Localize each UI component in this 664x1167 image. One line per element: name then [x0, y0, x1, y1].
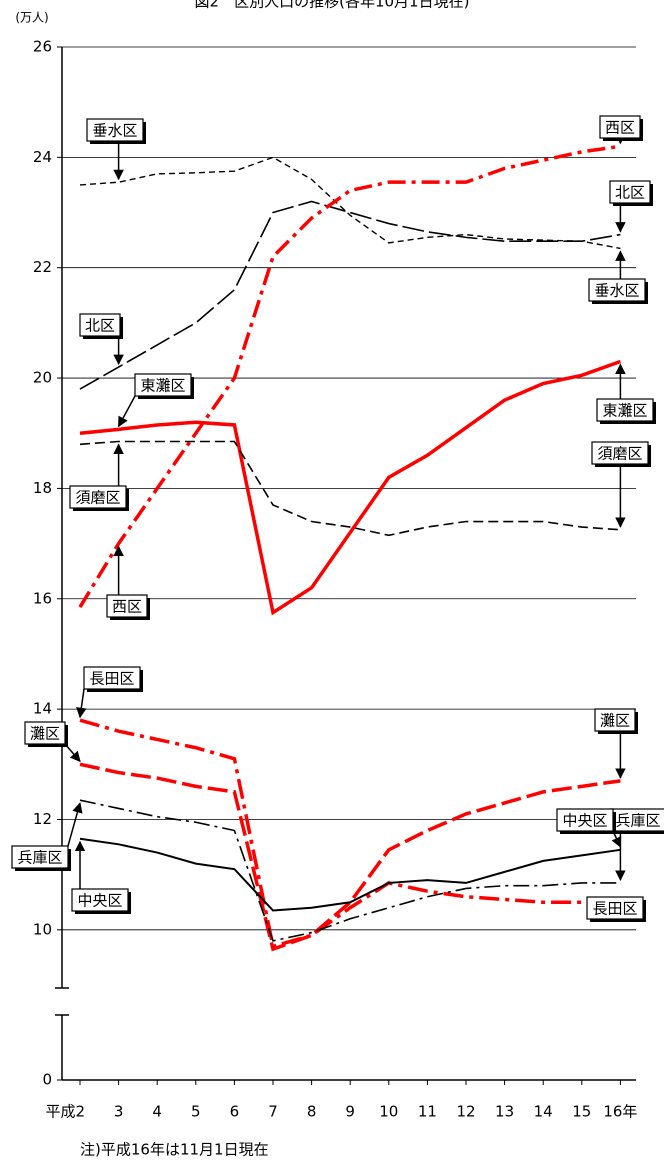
y-tick-label: 10: [33, 920, 52, 938]
x-tick-label: 14: [534, 1103, 553, 1121]
callout-label: 東灘区: [140, 377, 185, 395]
callout-label: 兵庫区: [17, 849, 62, 867]
y-tick-label: 0: [42, 1071, 52, 1089]
callout-box: [599, 115, 641, 139]
callout-box: [106, 594, 148, 618]
callout-label: 北区: [615, 184, 645, 202]
line-series: [78, 144, 621, 608]
callout-label: 須磨区: [75, 489, 120, 507]
line-series: [79, 718, 621, 949]
x-tick-label: 4: [152, 1103, 162, 1121]
x-tick-label: 平成2: [45, 1103, 85, 1121]
y-tick-label: 12: [33, 810, 52, 828]
x-tick-label: 5: [191, 1103, 201, 1121]
line-series: [79, 837, 621, 912]
callout-arrow: [67, 802, 83, 847]
callout-box: [11, 845, 69, 869]
callout-label: 兵庫区: [615, 812, 660, 830]
x-tick-label: 9: [345, 1103, 355, 1121]
callout-label: 東灘区: [602, 402, 647, 420]
callout-box: [591, 441, 649, 465]
callout-box: [586, 896, 644, 920]
x-tick-label: 8: [307, 1103, 317, 1121]
line-series: [79, 762, 621, 952]
x-tick-label: 12: [456, 1103, 475, 1121]
callout-box: [594, 708, 636, 732]
callout-label: 垂水区: [594, 282, 639, 300]
y-tick-label: 24: [33, 148, 52, 166]
line-series: [79, 359, 621, 616]
callout-box: [24, 721, 66, 745]
y-tick-label: 14: [33, 700, 52, 718]
callout-label: 長田区: [592, 900, 637, 918]
callout-label: 中央区: [77, 892, 122, 910]
callout-label: 灘区: [600, 712, 630, 730]
callout-label: 西区: [112, 598, 142, 616]
line-series: [79, 156, 621, 250]
callout-label: 垂水区: [92, 122, 137, 140]
y-tick-label: 16: [33, 589, 52, 607]
callout-label: 灘区: [30, 725, 60, 743]
x-tick-label: 11: [418, 1103, 437, 1121]
y-tick-label: 20: [33, 369, 52, 387]
callout-label: 長田区: [89, 670, 134, 688]
callout-box: [588, 278, 646, 302]
callout-label: 西区: [605, 119, 635, 137]
callout-box: [556, 808, 614, 832]
x-tick-label: 16年: [603, 1103, 637, 1121]
callout-box: [609, 180, 651, 204]
callout-arrow: [117, 395, 136, 428]
callout-box: [69, 485, 127, 509]
x-tick-label: 6: [230, 1103, 240, 1121]
line-series: [79, 440, 621, 537]
callout-box: [79, 313, 121, 337]
callout-box: [86, 118, 144, 142]
line-series: [79, 200, 621, 390]
callout-box: [134, 373, 192, 397]
callout-box: [71, 888, 129, 912]
x-tick-label: 10: [379, 1103, 398, 1121]
y-tick-label: 18: [33, 479, 52, 497]
x-tick-label: 13: [495, 1103, 514, 1121]
x-tick-label: 7: [268, 1103, 278, 1121]
x-tick-label: 3: [114, 1103, 124, 1121]
note: 注)平成16年は11月1日現在: [80, 1141, 269, 1159]
callout-box: [83, 666, 141, 690]
callout-label: 中央区: [562, 812, 607, 830]
y-tick-label: 22: [33, 258, 52, 276]
line-series: [79, 799, 621, 942]
y-tick-label: 26: [33, 38, 52, 56]
y-unit: (万人): [15, 11, 48, 25]
x-tick-label: 15: [572, 1103, 591, 1121]
callout-label: 須磨区: [597, 445, 642, 463]
chart-title: 図2 区別人口の推移(各年10月1日現在): [195, 0, 470, 11]
callout-label: 北区: [85, 317, 115, 335]
callout-box: [596, 398, 654, 422]
callout-arrow: [76, 688, 87, 719]
